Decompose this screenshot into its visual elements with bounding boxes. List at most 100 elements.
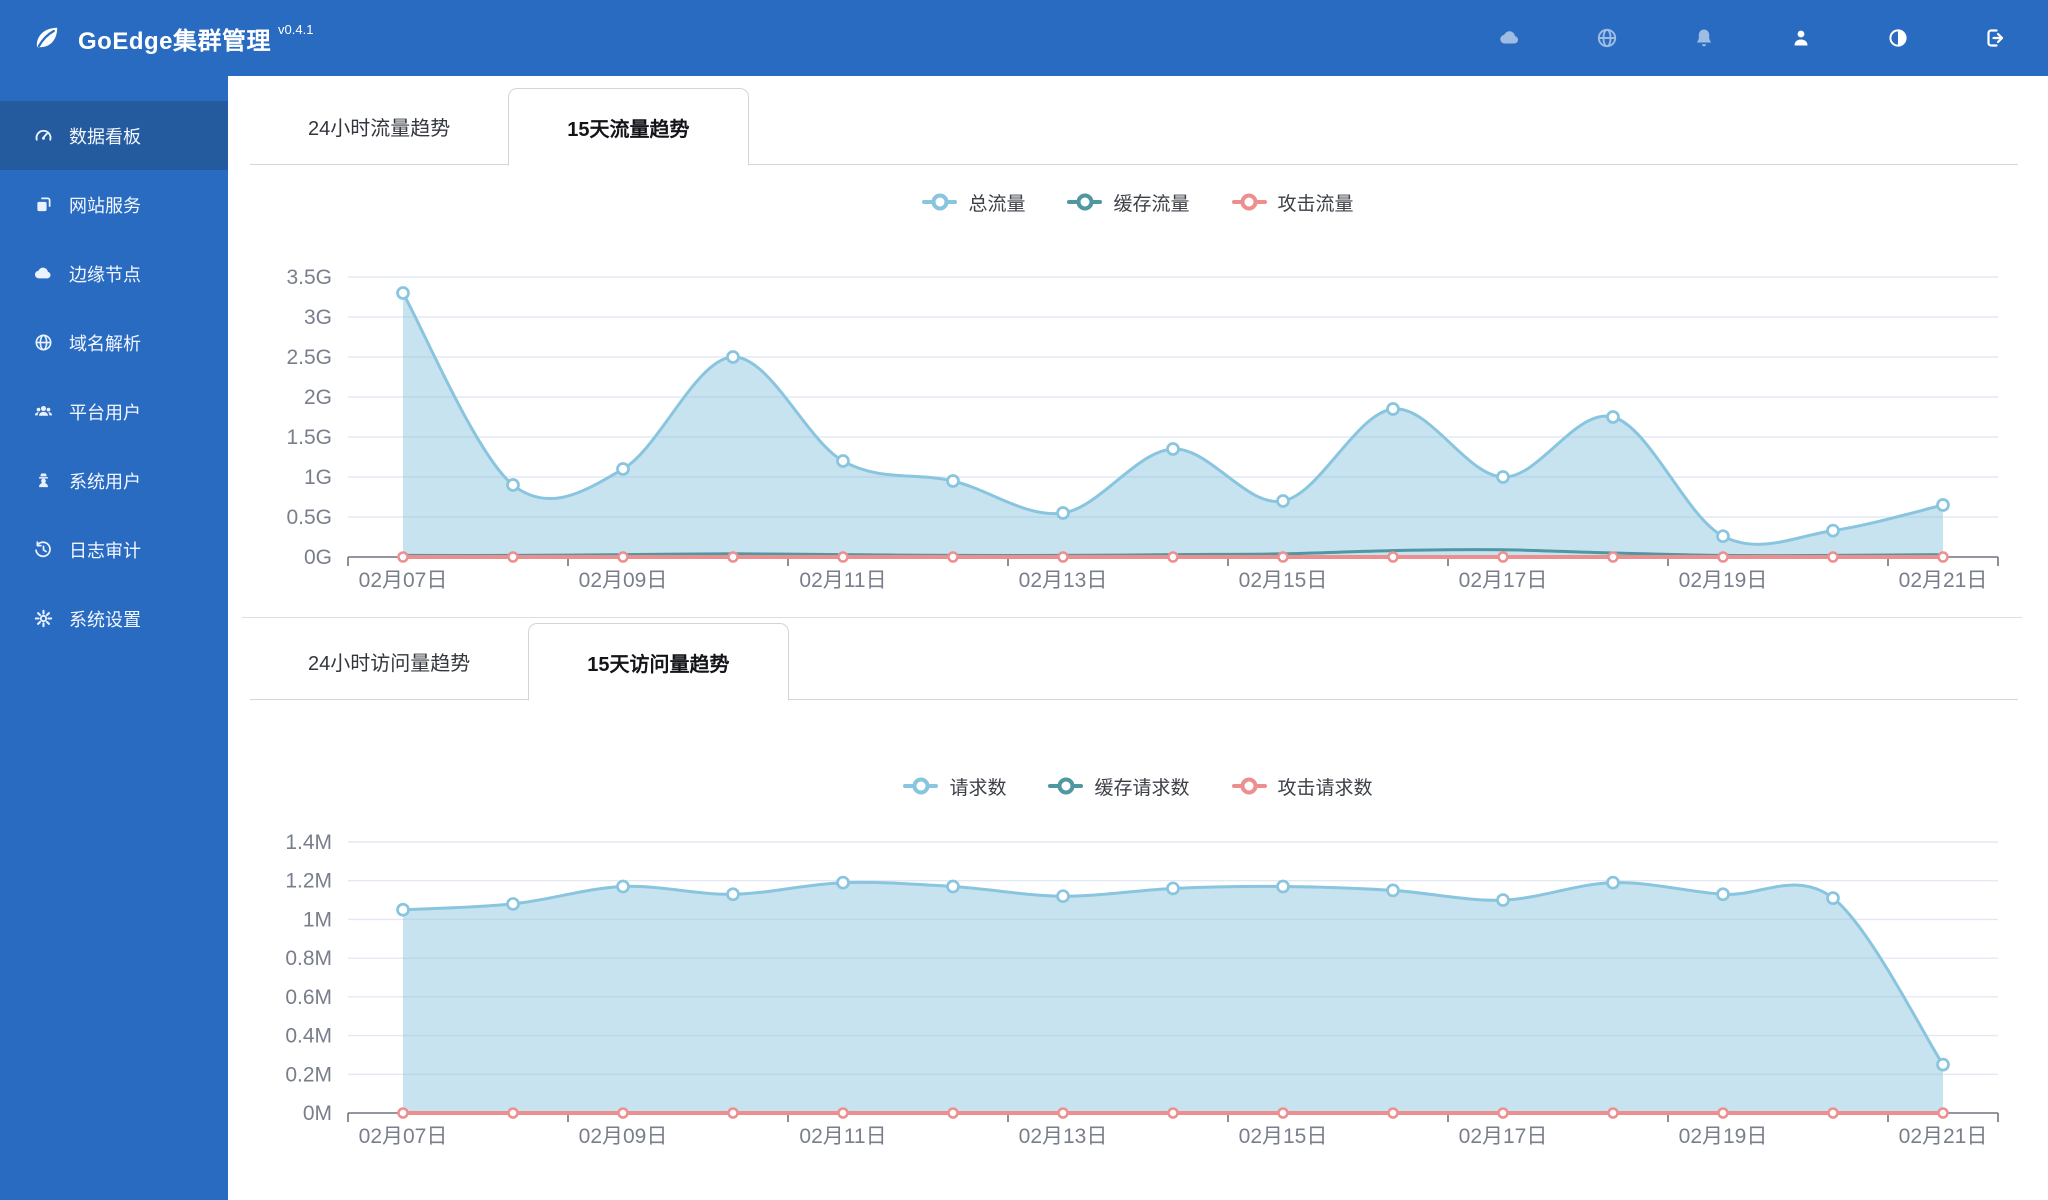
data-point[interactable]	[836, 454, 850, 468]
legend-item[interactable]: 请求数	[903, 773, 1006, 800]
x-axis-label: 02月15日	[1239, 1125, 1328, 1148]
legend-item[interactable]: 攻击请求数	[1231, 773, 1373, 800]
data-point[interactable]	[1386, 402, 1400, 416]
tab-active[interactable]: 15天流量趋势	[508, 88, 749, 166]
attack-data-point[interactable]	[1607, 551, 1619, 563]
data-point[interactable]	[1936, 1057, 1950, 1072]
tab[interactable]: 24小时流量趋势	[308, 118, 451, 140]
users-icon	[33, 401, 54, 422]
traffic-trend-chart[interactable]: 0G 0.5G 1G 1.5G 2G 2.5G 3G 3.5G 02月07日 02月09日 02月1…	[228, 226, 2048, 601]
attack-data-point[interactable]	[1717, 551, 1729, 563]
attack-data-point[interactable]	[1277, 551, 1289, 563]
attack-data-point[interactable]	[507, 551, 519, 563]
data-point[interactable]	[1496, 893, 1510, 907]
attack-data-point[interactable]	[507, 1107, 519, 1119]
data-point[interactable]	[1716, 529, 1730, 544]
data-point[interactable]	[1716, 887, 1730, 902]
attack-data-point[interactable]	[727, 551, 739, 563]
legend-line-icon	[1231, 777, 1267, 795]
attack-data-point[interactable]	[1607, 1107, 1619, 1119]
user-icon[interactable]	[1789, 26, 1813, 50]
signout-icon[interactable]	[1983, 26, 2007, 50]
tab[interactable]: 24小时访问量趋势	[308, 653, 471, 675]
legend-item[interactable]: 缓存请求数	[1048, 773, 1190, 800]
cloud-icon[interactable]	[1498, 26, 1522, 50]
x-axis-label: 02月17日	[1459, 1125, 1548, 1148]
data-point[interactable]	[1276, 494, 1290, 508]
attack-data-point[interactable]	[1827, 551, 1839, 563]
sidebar-item-dns[interactable]: 域名解析	[0, 308, 228, 377]
data-point[interactable]	[1386, 883, 1400, 898]
bell-icon[interactable]	[1692, 26, 1716, 50]
attack-data-point[interactable]	[1497, 551, 1509, 563]
contrast-icon[interactable]	[1886, 26, 1910, 50]
attack-data-point[interactable]	[617, 1107, 629, 1119]
attack-data-point[interactable]	[617, 551, 629, 563]
sidebar-item-platform-users[interactable]: 平台用户	[0, 377, 228, 446]
attack-data-point[interactable]	[1937, 551, 1949, 563]
history-icon	[33, 539, 54, 560]
attack-data-point[interactable]	[837, 1107, 849, 1119]
data-point[interactable]	[726, 887, 740, 902]
data-point[interactable]	[616, 879, 630, 894]
sidebar-item-edge-nodes[interactable]: 边缘节点	[0, 239, 228, 308]
data-point[interactable]	[1496, 470, 1510, 484]
legend-item[interactable]: 总流量	[922, 189, 1025, 216]
brand[interactable]: GoEdge集群管理 v0.4.1	[30, 21, 313, 56]
data-point[interactable]	[836, 875, 850, 890]
globe-icon[interactable]	[1595, 26, 1619, 50]
data-point[interactable]	[1276, 879, 1290, 894]
attack-data-point[interactable]	[1827, 1107, 1839, 1119]
data-point[interactable]	[616, 462, 630, 476]
attack-data-point[interactable]	[1057, 551, 1069, 563]
attack-data-point[interactable]	[397, 1107, 409, 1119]
attack-data-point[interactable]	[1387, 1107, 1399, 1119]
sidebar-item-label: 数据看板	[69, 126, 141, 147]
attack-data-point[interactable]	[1497, 1107, 1509, 1119]
attack-data-point[interactable]	[1937, 1107, 1949, 1119]
data-point[interactable]	[506, 478, 520, 492]
legend-item[interactable]: 攻击流量	[1231, 189, 1354, 216]
attack-data-point[interactable]	[1167, 1107, 1179, 1119]
x-axis-label: 02月09日	[579, 1125, 668, 1148]
x-axis-label: 02月07日	[359, 569, 448, 592]
sidebar-item-settings[interactable]: 系统设置	[0, 584, 228, 653]
data-point[interactable]	[1056, 506, 1070, 520]
data-point[interactable]	[1826, 891, 1840, 905]
attack-data-point[interactable]	[837, 551, 849, 563]
requests-trend-chart[interactable]: 0M 0.2M 0.4M 0.6M 0.8M 1M 1.2M 1.4M 02月07日 02月09日…	[228, 826, 2048, 1176]
sidebar-item-websites[interactable]: 网站服务	[0, 170, 228, 239]
sites-icon	[33, 194, 54, 215]
cloud-icon	[33, 263, 54, 284]
attack-data-point[interactable]	[1277, 1107, 1289, 1119]
data-point[interactable]	[1056, 889, 1070, 904]
data-point[interactable]	[396, 902, 410, 917]
tab-active[interactable]: 15天访问量趋势	[528, 623, 789, 701]
data-point[interactable]	[946, 879, 960, 894]
data-point[interactable]	[1936, 498, 1950, 512]
data-point[interactable]	[1606, 410, 1620, 424]
sidebar-item-dashboard[interactable]: 数据看板	[0, 101, 228, 170]
attack-data-point[interactable]	[1387, 551, 1399, 563]
sidebar-item-system-users[interactable]: 系统用户	[0, 446, 228, 515]
data-point[interactable]	[506, 897, 520, 911]
sidebar-item-audit-logs[interactable]: 日志审计	[0, 515, 228, 584]
legend-item[interactable]: 缓存流量	[1067, 189, 1190, 216]
data-point[interactable]	[396, 286, 410, 300]
legend-label: 总流量	[968, 193, 1026, 215]
attack-data-point[interactable]	[1167, 551, 1179, 563]
data-point[interactable]	[726, 350, 740, 364]
attack-data-point[interactable]	[1057, 1107, 1069, 1119]
attack-data-point[interactable]	[1717, 1107, 1729, 1119]
attack-data-point[interactable]	[947, 551, 959, 563]
app-title: GoEdge集群管理	[78, 27, 272, 55]
attack-data-point[interactable]	[947, 1107, 959, 1119]
data-point[interactable]	[1606, 875, 1620, 890]
data-point[interactable]	[946, 474, 960, 488]
data-point[interactable]	[1166, 442, 1180, 456]
data-point[interactable]	[1166, 881, 1180, 896]
attack-data-point[interactable]	[727, 1107, 739, 1119]
data-point[interactable]	[1826, 523, 1840, 538]
attack-data-point[interactable]	[397, 551, 409, 563]
